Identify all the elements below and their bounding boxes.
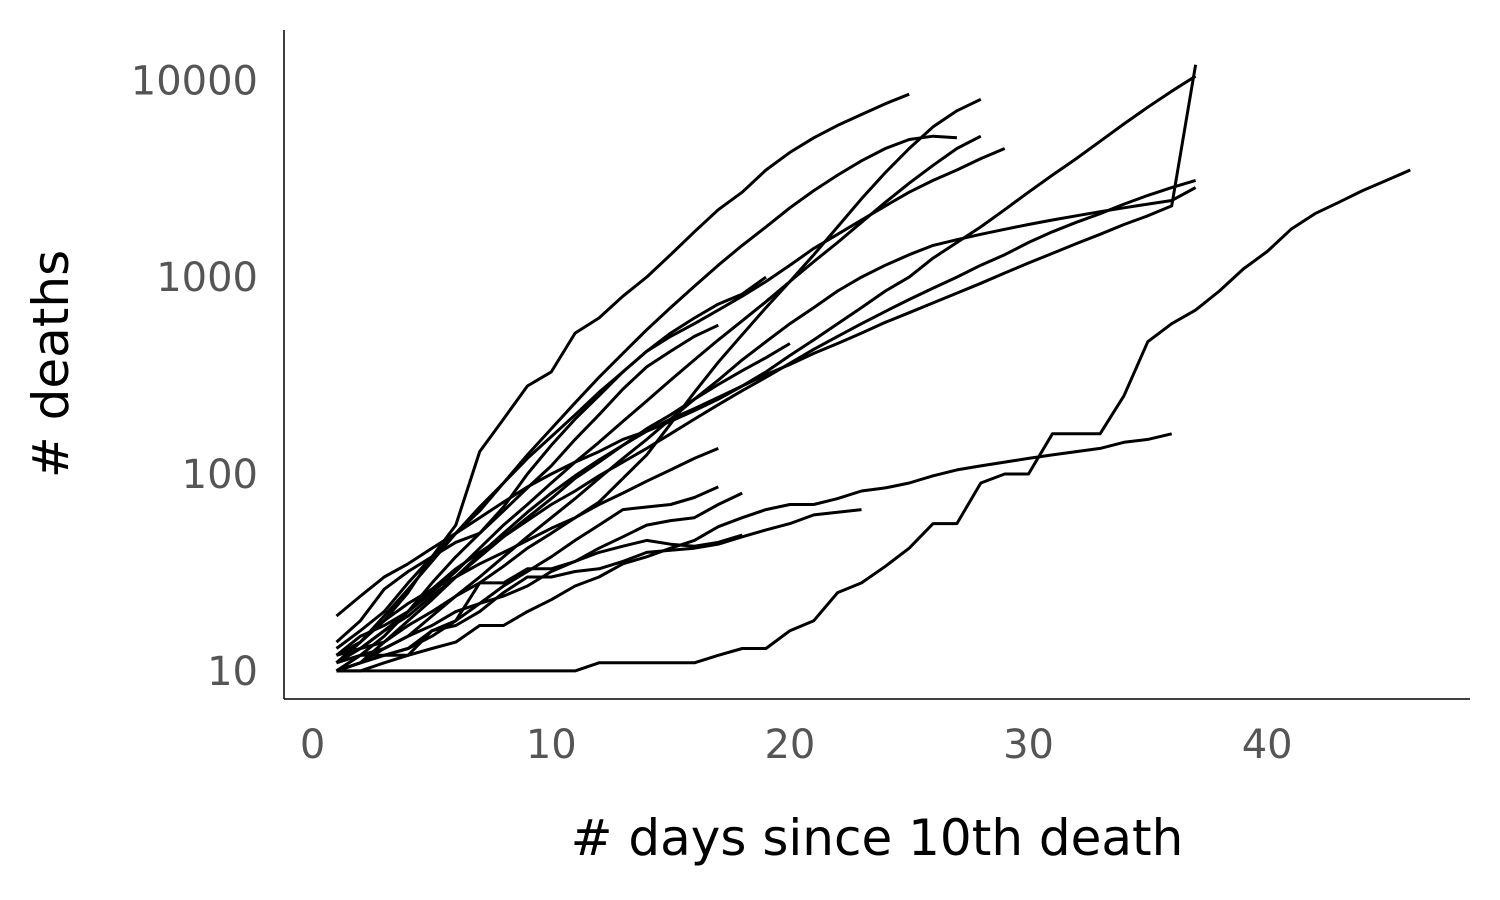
y-tick-label: 10000 <box>131 58 258 104</box>
x-tick-label: 30 <box>1003 722 1054 768</box>
series-line-11 <box>335 275 767 644</box>
x-tick-label: 10 <box>526 722 577 768</box>
x-tick-labels: 0 10 20 30 40 <box>300 722 1293 768</box>
x-tick-label: 40 <box>1242 722 1293 768</box>
series-line-1 <box>336 168 1411 673</box>
y-tick-labels: 10 100 1000 10000 <box>131 58 258 695</box>
series-line-16 <box>335 342 791 665</box>
series-line-10 <box>335 134 958 650</box>
series-line-18 <box>335 447 719 657</box>
x-tick-label: 20 <box>764 722 815 768</box>
series-line-17 <box>335 74 1197 618</box>
series-line-2 <box>336 432 1173 673</box>
series-line-12 <box>335 92 910 664</box>
y-axis-title: # deaths <box>22 250 80 478</box>
axes <box>283 30 1470 700</box>
series-line-7 <box>336 97 982 657</box>
series-line-6 <box>336 485 719 673</box>
x-tick-label: 0 <box>300 722 325 768</box>
series-line-13 <box>335 147 1006 664</box>
series-line-8 <box>336 186 1197 673</box>
y-tick-label: 10 <box>207 649 258 695</box>
series-lines <box>335 64 1411 673</box>
y-tick-label: 1000 <box>156 255 258 301</box>
y-tick-label: 100 <box>182 452 258 498</box>
series-line-15 <box>335 178 1197 673</box>
series-line-5 <box>336 491 743 665</box>
series-line-3 <box>336 508 862 673</box>
x-axis-title: # days since 10th death <box>571 809 1184 867</box>
series-line-19 <box>336 64 1198 673</box>
